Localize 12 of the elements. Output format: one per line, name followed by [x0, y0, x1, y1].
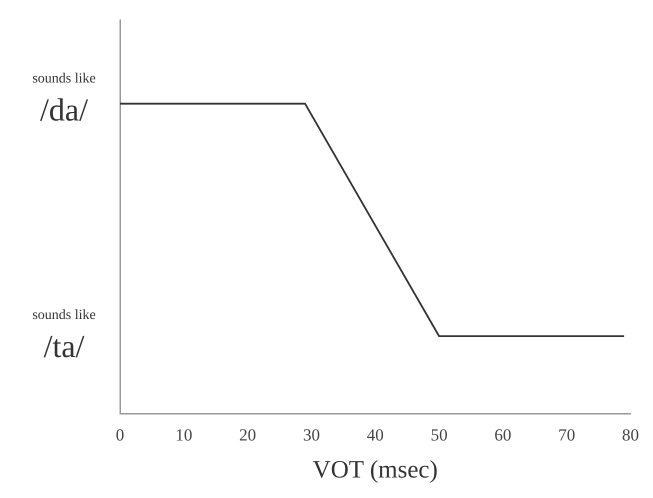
x-tick-label: 80 — [622, 425, 639, 444]
text: sounds like /ta/ — [32, 308, 96, 364]
x-tick-label: 40 — [366, 425, 384, 444]
x-tick-label: 20 — [239, 425, 256, 444]
x-tick-label: 50 — [430, 425, 448, 444]
text: sounds like /da/ — [32, 72, 96, 128]
x-axis-title: VOT (msec) — [312, 456, 438, 484]
x-tick-label: 60 — [494, 425, 512, 444]
x-tick-label: 70 — [558, 425, 576, 444]
x-tick-label: 10 — [175, 425, 192, 444]
x-tick-label: 30 — [302, 425, 320, 444]
x-tick-label: 0 — [116, 425, 124, 444]
